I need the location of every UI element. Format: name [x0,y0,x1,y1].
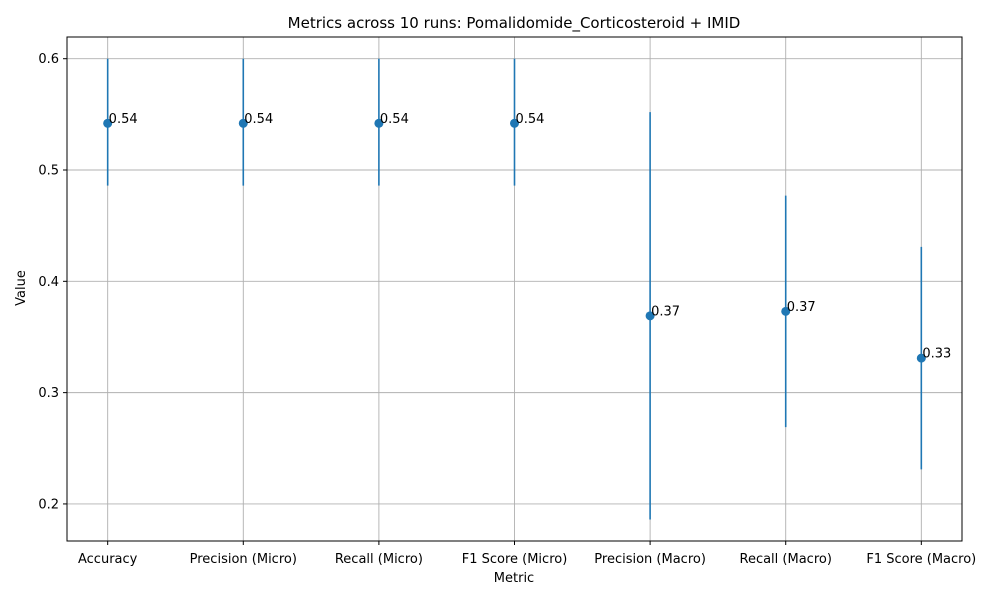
x-tick-label: Recall (Macro) [740,552,832,567]
data-label: 0.37 [787,300,816,315]
y-axis-label: Value [14,270,29,306]
y-tick-label: 0.5 [38,164,59,179]
data-point [916,353,926,363]
data-point [103,118,113,128]
data-point [374,118,384,128]
x-tick-label: Precision (Micro) [190,552,297,567]
x-tick-label: F1 Score (Micro) [462,552,568,567]
data-label: 0.33 [922,347,951,362]
chart-title: Metrics across 10 runs: Pomalidomide_Cor… [288,14,741,33]
y-tick-label: 0.3 [38,386,59,401]
data-label: 0.37 [651,304,680,319]
x-axis-label: Metric [494,571,534,586]
x-axis-ticks: Accuracy Precision (Micro) Recall (Micro) F… [78,541,976,567]
x-tick-label: F1 Score (Macro) [866,552,976,567]
data-labels: 0.54 0.54 0.54 0.54 0.37 0.37 0.33 [109,112,952,362]
y-tick-label: 0.2 [38,497,59,512]
data-point [238,118,248,128]
data-label: 0.54 [516,112,545,127]
data-point [510,118,519,128]
y-axis-ticks: 0.2 0.3 0.4 0.5 0.6 [38,52,67,512]
x-tick-label: Recall (Micro) [335,552,423,567]
y-tick-label: 0.4 [38,275,59,290]
data-label: 0.54 [244,112,273,127]
x-tick-label: Precision (Macro) [594,552,706,567]
y-tick-label: 0.6 [38,52,59,67]
data-label: 0.54 [109,112,138,127]
data-label: 0.54 [380,112,409,127]
data-point [781,306,791,316]
data-points [103,118,926,363]
x-tick-label: Accuracy [78,552,138,567]
data-point [645,311,655,321]
